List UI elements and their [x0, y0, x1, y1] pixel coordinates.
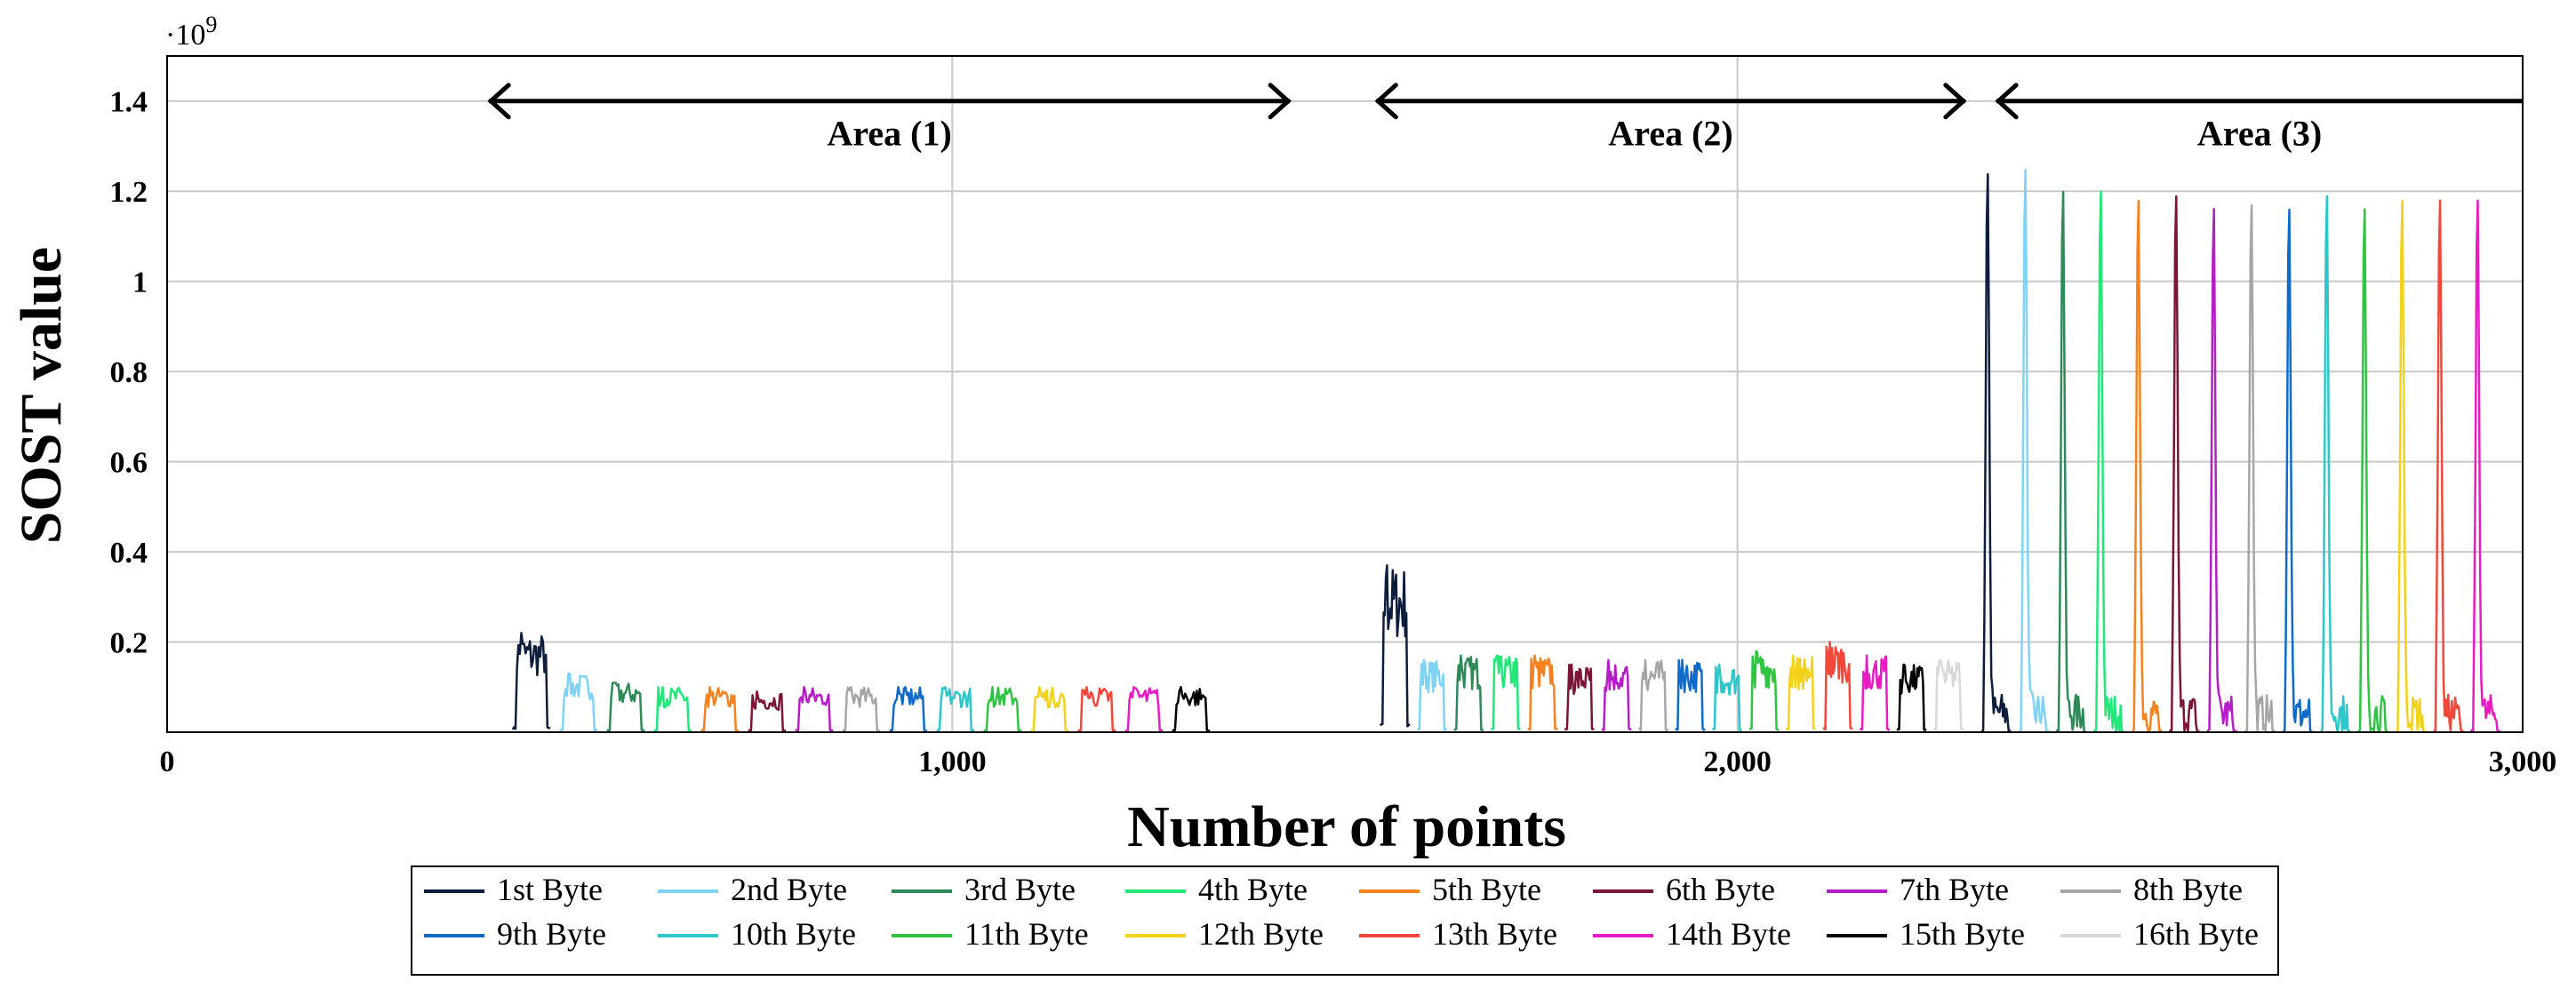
legend-label-4: 4th Byte: [1198, 872, 1308, 907]
series-line-4: [653, 190, 2124, 734]
legend-label-1: 1st Byte: [497, 872, 603, 907]
series-line-10: [936, 195, 2351, 734]
grid: [167, 56, 2523, 732]
x-tick-label-2: 2,000: [1703, 746, 1772, 778]
series-line-3: [606, 190, 2087, 734]
legend-label-15: 15th Byte: [1900, 916, 2025, 952]
area-arrowhead-right-2: [1943, 83, 1967, 120]
series-line-11: [983, 208, 2388, 733]
series-lines: [511, 168, 2501, 734]
series-line-9: [889, 208, 2313, 734]
area-label-1: Area (1): [828, 114, 952, 154]
legend-label-6: 6th Byte: [1666, 872, 1775, 907]
series-line-5: [700, 199, 2163, 733]
legend-label-3: 3rd Byte: [964, 872, 1076, 907]
axis-ticks: 0.2 0.4 0.6 0.8 1 1.2 1.4 0 1,000 2,000 3,000: [110, 86, 2557, 778]
y-scale-label: ·109: [165, 12, 217, 52]
y-scale-base: ·10: [165, 19, 205, 52]
series-line-13: [1076, 199, 2465, 733]
legend-label-2: 2nd Byte: [731, 872, 847, 907]
y-tick-label-5: 1.2: [110, 176, 148, 209]
series-line-1: [511, 172, 2012, 733]
series-line-14: [1124, 199, 2501, 733]
legend-label-9: 9th Byte: [497, 916, 606, 952]
area-annotations: Area (1) Area (2) Area (3): [487, 83, 2523, 154]
legend-label-11: 11th Byte: [964, 916, 1089, 952]
legend: 1st Byte 2nd Byte 3rd Byte 4th Byte 5th Byte…: [411, 865, 2279, 976]
series-line-8: [842, 203, 2276, 733]
legend-label-16: 16th Byte: [2133, 916, 2259, 952]
area-arrowhead-left-3: [1995, 83, 2019, 120]
legend-label-14: 14th Byte: [1666, 916, 1791, 952]
x-tick-label-1: 1,000: [918, 746, 987, 778]
x-tick-label-3: 3,000: [2489, 746, 2557, 778]
area-arrowhead-left-2: [1374, 83, 1398, 120]
plot-frame: [166, 55, 2524, 733]
area-arrowhead-left-1: [487, 83, 511, 120]
x-axis-title: Number of points: [1127, 794, 1566, 859]
y-tick-label-0: 0.2: [110, 627, 148, 660]
legend-label-12: 12th Byte: [1198, 916, 1324, 952]
legend-label-10: 10th Byte: [731, 916, 856, 952]
area-arrowhead-right-1: [1268, 83, 1292, 120]
area-label-3: Area (3): [2197, 114, 2322, 154]
series-line-12: [1030, 199, 2426, 734]
y-tick-label-3: 0.8: [110, 356, 148, 389]
y-scale-exponent: 9: [205, 12, 217, 37]
y-tick-label-4: 1: [132, 267, 148, 299]
legend-label-5: 5th Byte: [1432, 872, 1541, 907]
series-line-2: [558, 168, 2050, 733]
legend-box: [411, 865, 2279, 976]
y-tick-label-2: 0.6: [110, 447, 148, 480]
x-tick-label-0: 0: [160, 746, 175, 778]
y-axis-title: SOST value: [9, 247, 74, 544]
series-line-15: [1172, 663, 1927, 732]
legend-label-8: 8th Byte: [2133, 872, 2243, 907]
series-line-16: [1933, 658, 1964, 731]
y-tick-label-6: 1.4: [110, 86, 148, 119]
area-label-2: Area (2): [1608, 114, 1732, 154]
legend-label-7: 7th Byte: [1900, 872, 2009, 907]
series-line-6: [748, 195, 2200, 733]
series-line-7: [795, 208, 2237, 733]
y-tick-label-1: 0.4: [110, 537, 148, 570]
legend-label-13: 13th Byte: [1432, 916, 1557, 952]
